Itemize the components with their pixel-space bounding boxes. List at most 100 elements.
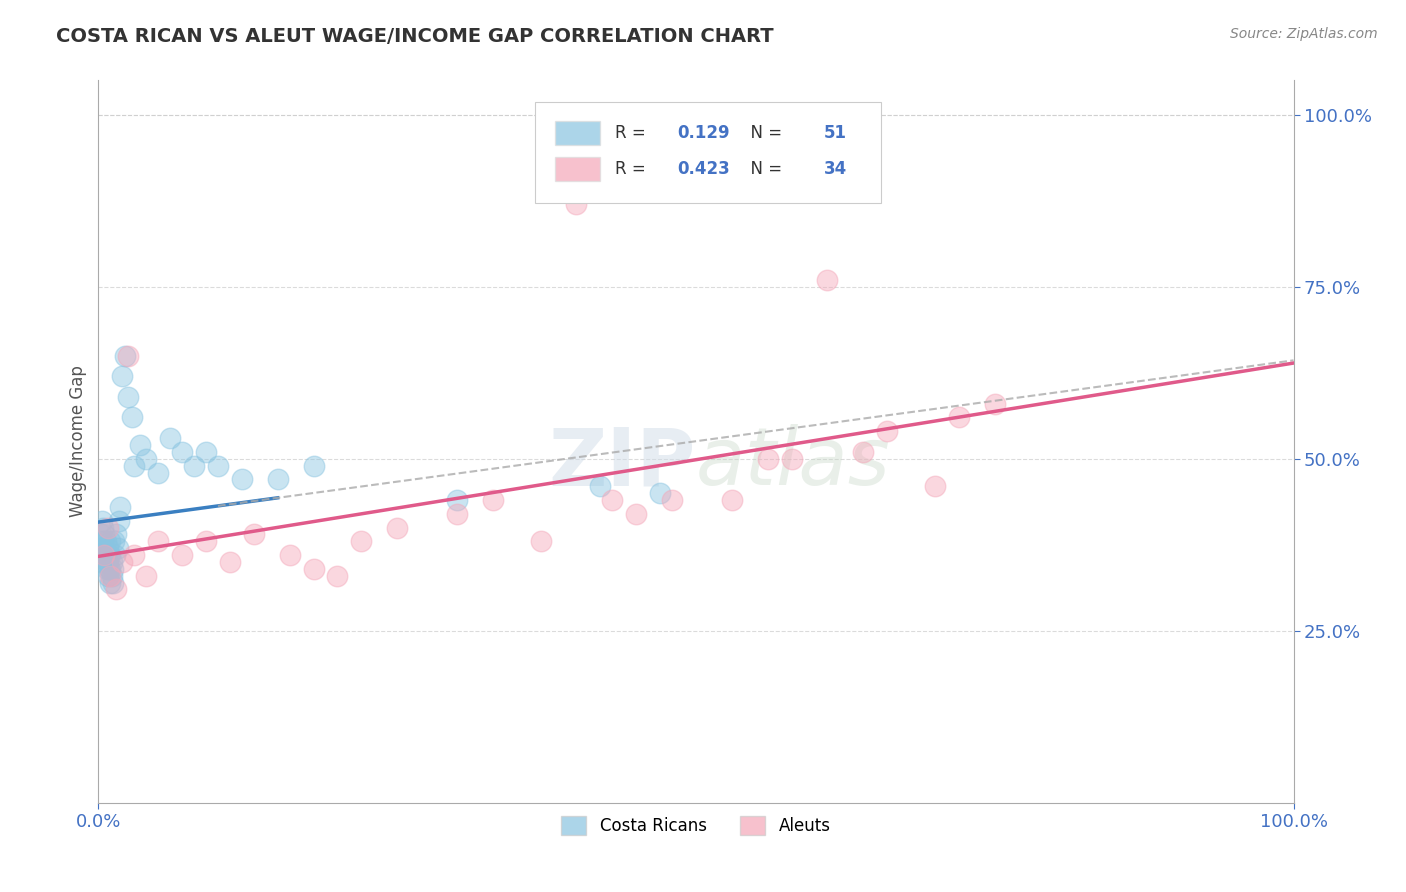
Point [756,451,779,466]
Point [446,507,468,521]
Point [267,472,290,486]
Point [207,458,229,473]
Point [876,424,898,438]
Point [446,493,468,508]
Point [91,548,114,562]
Point [924,479,946,493]
Point [661,493,683,508]
Point [565,197,588,211]
Point [385,520,409,534]
Text: Source: ZipAtlas.com: Source: ZipAtlas.com [1230,27,1378,41]
Point [815,273,838,287]
Point [648,486,672,500]
Text: R =: R = [614,161,651,178]
Point [984,397,1007,411]
Point [114,349,136,363]
Legend: Costa Ricans, Aleuts: Costa Ricans, Aleuts [555,809,837,841]
Point [94,534,117,549]
Point [302,458,325,473]
Point [98,562,121,576]
Point [135,568,157,582]
Point [589,479,612,493]
Text: COSTA RICAN VS ALEUT WAGE/INCOME GAP CORRELATION CHART: COSTA RICAN VS ALEUT WAGE/INCOME GAP COR… [56,27,773,45]
Point [100,555,122,569]
Point [852,445,875,459]
Point [326,568,349,582]
Point [94,548,117,562]
Point [530,534,553,549]
Point [350,534,373,549]
Point [93,555,115,569]
Point [481,493,505,508]
Point [195,534,218,549]
Point [172,445,194,459]
Point [111,369,134,384]
Point [231,472,253,486]
Y-axis label: Wage/Income Gap: Wage/Income Gap [69,366,87,517]
Point [100,568,122,582]
Point [103,534,125,549]
Point [96,562,118,576]
Point [111,555,134,569]
Point [93,548,115,562]
Point [602,493,624,508]
Point [97,568,120,582]
Point [91,514,114,528]
Point [172,548,194,562]
Text: 0.129: 0.129 [676,124,730,142]
Point [148,534,170,549]
Point [91,534,114,549]
Point [121,410,143,425]
Point [302,562,325,576]
Point [721,493,744,508]
Point [93,527,115,541]
Text: 51: 51 [824,124,846,142]
FancyBboxPatch shape [555,157,600,181]
Point [183,458,205,473]
Point [195,445,218,459]
Point [243,527,266,541]
Point [98,548,122,562]
Point [101,562,124,576]
Point [159,431,181,445]
Point [98,562,122,576]
Point [219,555,242,569]
Text: N =: N = [740,124,787,142]
Point [90,527,112,541]
Point [98,534,122,549]
Text: N =: N = [740,161,787,178]
Point [93,541,115,556]
Point [97,520,120,534]
Point [780,451,803,466]
Point [148,466,170,480]
Point [91,520,114,534]
Point [124,548,146,562]
Text: 0.423: 0.423 [676,161,730,178]
Point [96,548,118,562]
Point [107,514,129,528]
Point [129,438,152,452]
Point [97,541,120,556]
Point [105,527,128,541]
Text: atlas: atlas [696,425,891,502]
FancyBboxPatch shape [534,102,882,203]
Point [117,390,139,404]
Text: R =: R = [614,124,651,142]
Point [105,582,128,597]
Point [626,507,648,521]
FancyBboxPatch shape [555,120,600,145]
Point [948,410,970,425]
Point [108,500,131,514]
Point [135,451,157,466]
Text: 34: 34 [824,161,846,178]
Point [98,548,121,562]
Text: ZIP: ZIP [548,425,696,502]
Point [101,575,124,590]
Point [278,548,301,562]
Point [107,541,129,556]
Point [104,548,127,562]
Point [124,458,146,473]
Point [117,349,139,363]
Point [91,541,114,556]
Point [97,555,120,569]
